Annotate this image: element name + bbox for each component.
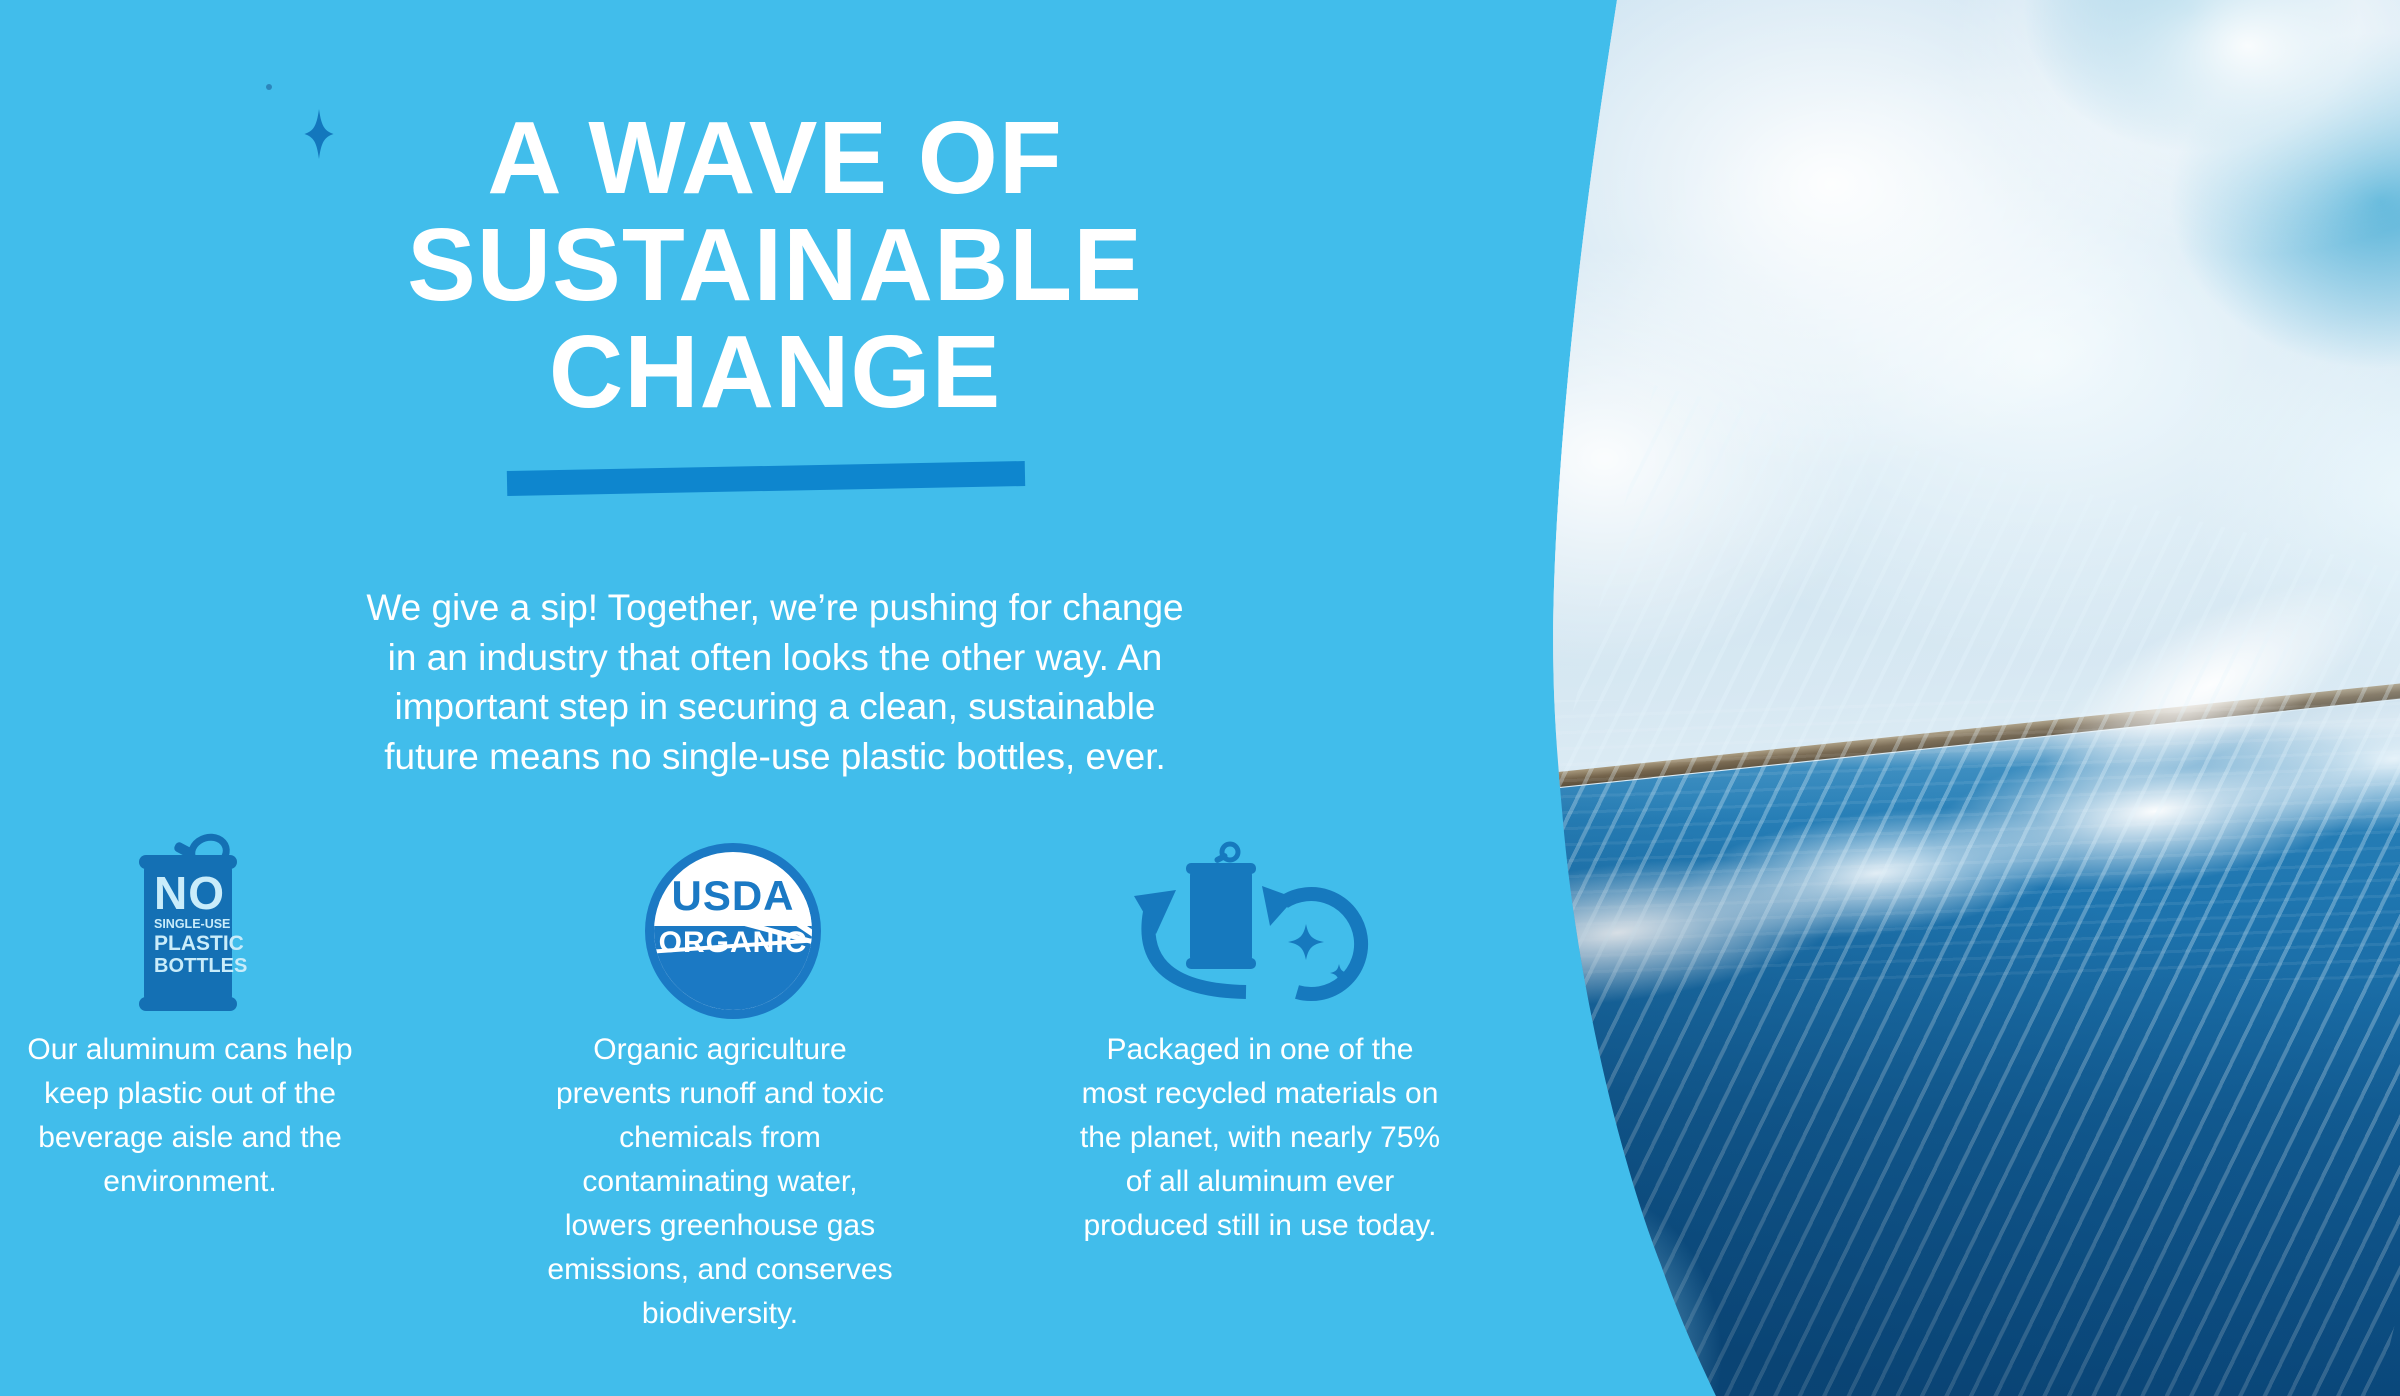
- seal-text-usda: USDA: [671, 872, 795, 919]
- can-text-bottles: BOTTLES: [154, 955, 248, 977]
- can-body: NO SINGLE-USE PLASTIC BOTTLES: [139, 855, 247, 1011]
- ocean-wave-photo: [1540, 0, 2400, 1396]
- title-underline: [506, 461, 1026, 496]
- page-title: A WAVE OF SUSTAINABLE CHANGE: [407, 100, 1143, 429]
- feature-caption-recycled: Packaged in one of the most recycled mat…: [1079, 1033, 1441, 1242]
- dot-decoration: [266, 84, 272, 90]
- feature-caption-cans: Our aluminum cans help keep plastic out …: [27, 1033, 353, 1198]
- recycle-can-icon: [1134, 841, 1369, 1001]
- can-text-plastic: PLASTIC: [154, 932, 244, 955]
- usda-organic-seal-icon: USDA ORGANIC: [645, 843, 821, 1019]
- can-text-no: NO: [154, 867, 225, 919]
- feature-caption-organic: Organic agriculture prevents runoff and …: [547, 1033, 893, 1330]
- photo-light-glint: [1540, 1056, 1820, 1396]
- intro-paragraph: We give a sip! Together, we’re pushing f…: [366, 587, 1184, 777]
- sparkle-icon: [304, 109, 334, 159]
- seal-text-organic: ORGANIC: [658, 926, 808, 959]
- no-plastic-can-icon: NO SINGLE-USE PLASTIC BOTTLES: [139, 828, 247, 1011]
- can-text-single-use: SINGLE-USE: [154, 917, 231, 931]
